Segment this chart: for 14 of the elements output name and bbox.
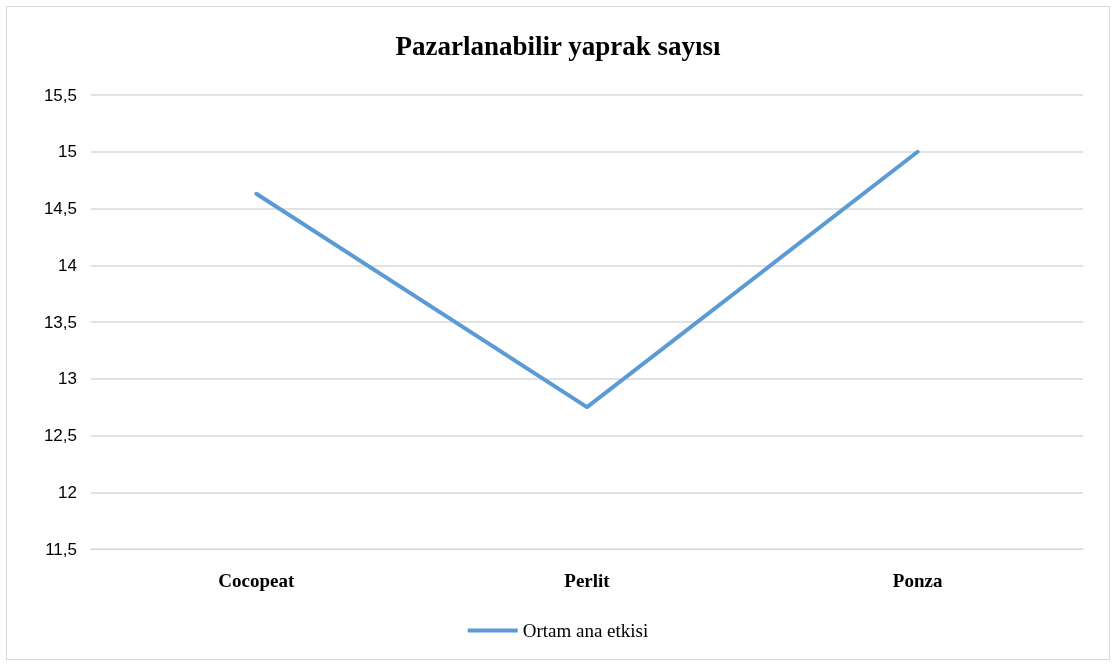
x-tick-label: Perlit xyxy=(564,570,611,591)
y-tick-label: 14 xyxy=(58,255,77,275)
y-tick-label: 13,5 xyxy=(43,312,77,332)
y-tick-label: 12,5 xyxy=(43,426,77,445)
y-tick-label: 12 xyxy=(58,482,77,502)
y-tick-label: 13 xyxy=(58,369,77,389)
legend-label: Ortam ana etkisi xyxy=(522,620,649,641)
x-tick-label: Ponza xyxy=(892,570,943,591)
x-tick-label: Cocopeat xyxy=(218,570,295,591)
chart-title: Pazarlanabilir yaprak sayısı xyxy=(395,30,722,61)
y-tick-label: 11,5 xyxy=(45,539,77,559)
y-tick-label: 15,5 xyxy=(43,85,77,105)
y-tick-label: 15 xyxy=(58,142,77,162)
y-tick-label: 14,5 xyxy=(43,199,77,218)
